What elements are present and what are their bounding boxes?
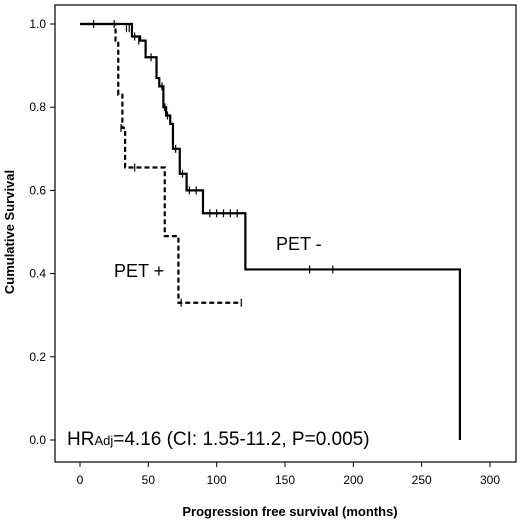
x-tick-label: 100 bbox=[207, 473, 227, 487]
y-axis-title: Cumulative Survival bbox=[2, 170, 17, 294]
hr-subscript: Adj bbox=[94, 433, 113, 448]
x-tick-label: 50 bbox=[142, 473, 156, 487]
x-axis-title: Progression free survival (months) bbox=[182, 504, 397, 519]
survival-curves bbox=[80, 20, 462, 440]
pet-positive-line bbox=[80, 22, 242, 304]
hr-rest: =4.16 (CI: 1.55-11.2, P=0.005) bbox=[113, 429, 369, 450]
x-tick-label: 150 bbox=[275, 473, 295, 487]
y-tick-label: 0.4 bbox=[29, 267, 46, 281]
pet-plus-label: PET + bbox=[114, 261, 164, 281]
pet-negative-line bbox=[80, 22, 462, 440]
hazard-ratio-annotation: HRAdj=4.16 (CI: 1.55-11.2, P=0.005) bbox=[67, 429, 370, 450]
x-tick-label: 250 bbox=[412, 473, 432, 487]
pet-negative-series bbox=[80, 20, 462, 440]
y-tick-label: 0.8 bbox=[29, 100, 46, 114]
x-tick-label: 300 bbox=[480, 473, 500, 487]
pet-minus-label: PET - bbox=[276, 234, 322, 254]
y-axis: 0.0 0.2 0.4 0.6 0.8 1.0 bbox=[29, 17, 55, 447]
x-tick-label: 200 bbox=[343, 473, 363, 487]
x-tick-label: 0 bbox=[77, 473, 84, 487]
y-tick-label: 1.0 bbox=[29, 17, 46, 31]
hr-prefix: HR bbox=[67, 429, 94, 450]
y-tick-label: 0.0 bbox=[29, 433, 46, 447]
x-axis: 0 50 100 150 200 250 300 bbox=[77, 462, 500, 487]
y-tick-label: 0.2 bbox=[29, 350, 46, 364]
y-tick-label: 0.6 bbox=[29, 183, 46, 197]
pet-positive-series bbox=[80, 22, 242, 307]
